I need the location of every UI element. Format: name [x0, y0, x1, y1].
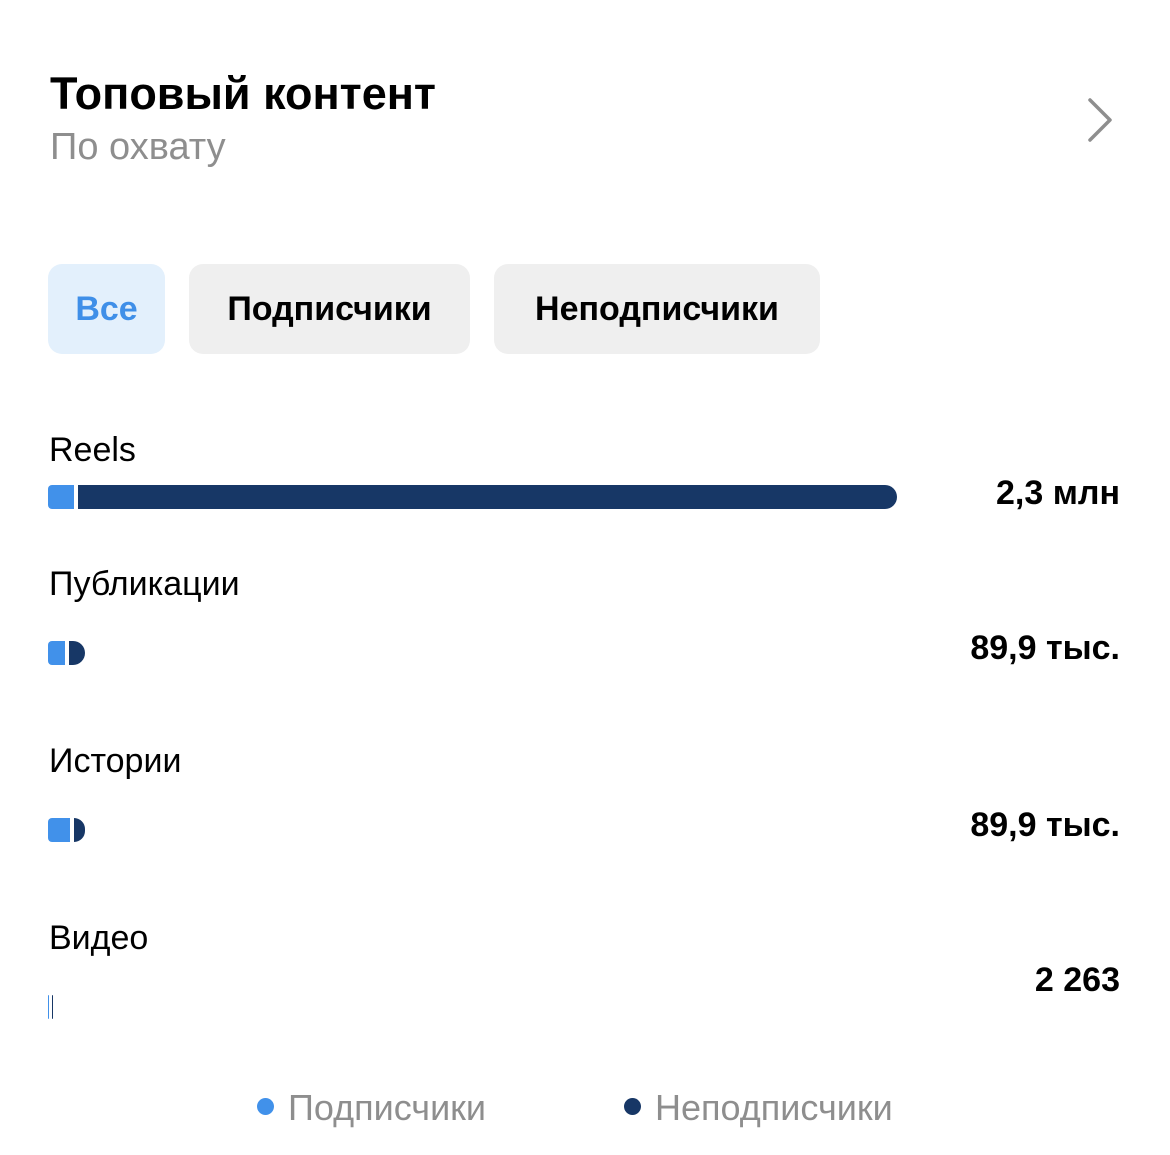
bar-segment	[74, 818, 86, 842]
row-label: Истории	[49, 742, 182, 780]
bar-segment	[68, 641, 86, 665]
total-value: 89,9 тыс.	[970, 806, 1120, 844]
total-value: 2,3 млн	[996, 474, 1120, 512]
row-label: Reels	[49, 431, 136, 469]
chevron[interactable]	[1082, 96, 1118, 144]
legend-marker	[257, 1098, 274, 1115]
legend-marker	[624, 1098, 641, 1115]
legend-label: Подписчики	[288, 1087, 487, 1128]
row-label: Публикации	[49, 565, 240, 603]
bar-segment	[48, 641, 65, 665]
tab-chip[interactable]: Подписчики	[189, 264, 470, 354]
bar-segment	[77, 485, 897, 509]
total-value: 2 263	[1034, 961, 1120, 999]
card-title: Топовый контент	[50, 68, 436, 119]
tab-chip[interactable]: Неподписчики	[494, 264, 820, 354]
card-subtitle: По охвату	[50, 126, 226, 168]
total-value: 89,9 тыс.	[970, 629, 1120, 667]
bar-segment	[48, 818, 71, 842]
bar-segment	[48, 485, 74, 509]
tab-chip[interactable]: Все	[48, 264, 165, 354]
legend-label: Неподписчики	[655, 1087, 893, 1128]
row-label: Видео	[49, 919, 149, 957]
